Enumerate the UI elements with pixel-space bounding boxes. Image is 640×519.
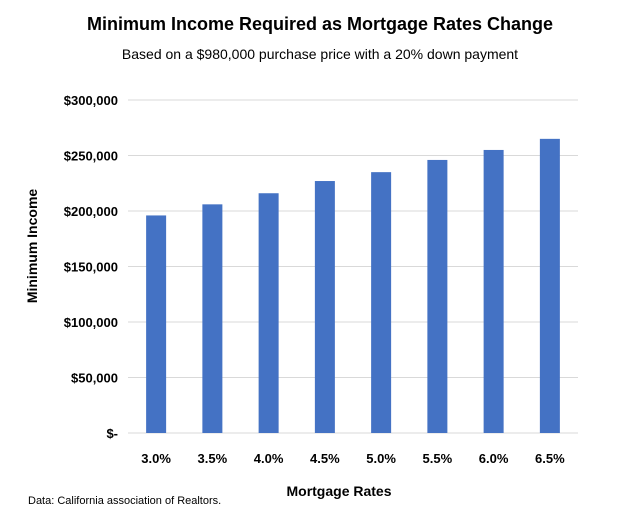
y-axis-title: Minimum Income: [24, 189, 40, 304]
x-axis-ticks: 3.0% 3.5% 4.0% 4.5% 5.0% 5.5% 6.0% 6.5%: [141, 451, 565, 466]
bars: [146, 138, 560, 433]
x-axis-title: Mortgage Rates: [286, 483, 391, 499]
y-tick-label: $100,000: [64, 315, 118, 330]
bar-3-5pct: [202, 204, 223, 433]
gridlines: [128, 99, 578, 434]
y-tick-label: $250,000: [64, 149, 118, 164]
y-tick-label: $150,000: [64, 260, 118, 275]
x-tick-label: 4.0%: [254, 451, 284, 466]
bar-6-5pct: [539, 138, 560, 433]
x-tick-label: 4.5%: [310, 451, 340, 466]
x-tick-label: 6.0%: [479, 451, 509, 466]
y-axis-ticks: $- $50,000 $100,000 $150,000 $200,000 $250,00…: [64, 93, 118, 441]
chart-title: Minimum Income Required as Mortgage Rate…: [86, 14, 554, 34]
y-tick-label: $-: [106, 426, 118, 441]
x-tick-label: 6.5%: [535, 451, 565, 466]
bar-5-5pct: [427, 159, 448, 433]
data-source-note: Data: California association of Realtors…: [28, 495, 222, 507]
x-tick-label: 5.0%: [366, 451, 396, 466]
x-tick-label: 3.0%: [141, 451, 171, 466]
bar-4-5pct: [314, 181, 335, 433]
chart-subtitle: Based on a $980,000 purchase price with …: [121, 46, 519, 62]
bar-6-0pct: [483, 149, 504, 433]
y-tick-label: $50,000: [71, 371, 118, 386]
bar-5-0pct: [371, 172, 392, 433]
bar-3-0pct: [146, 215, 167, 433]
bar-4-0pct: [258, 193, 279, 433]
x-tick-label: 3.5%: [198, 451, 228, 466]
y-tick-label: $200,000: [64, 204, 118, 219]
x-tick-label: 5.5%: [423, 451, 453, 466]
y-tick-label: $300,000: [64, 93, 118, 108]
